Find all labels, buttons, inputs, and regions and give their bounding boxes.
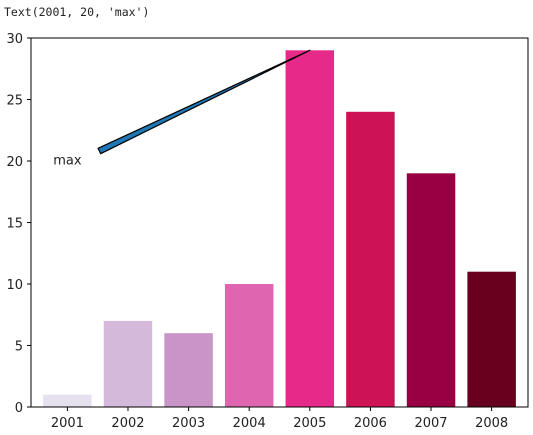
- bar-2007: [406, 173, 456, 407]
- y-tick-label-15: 15: [6, 217, 23, 232]
- y-tick-label-5: 5: [15, 340, 23, 355]
- output-repr-text: Text(2001, 20, 'max'): [4, 5, 150, 19]
- annotation-arrow: [97, 49, 311, 155]
- bar-2001: [43, 394, 92, 407]
- x-tick-label-2001: 2001: [51, 416, 84, 431]
- y-tick-label-10: 10: [6, 278, 23, 293]
- x-tick-label-2003: 2003: [172, 416, 205, 431]
- annotation-group: max: [53, 49, 311, 169]
- bar-2008: [467, 271, 516, 407]
- x-tick-label-2005: 2005: [293, 416, 326, 431]
- bar-2006: [346, 111, 395, 408]
- annotation-text: max: [53, 154, 82, 169]
- x-tick-label-2007: 2007: [414, 416, 447, 431]
- y-tick-label-30: 30: [6, 32, 23, 47]
- x-axis: 2001 2002 2003 2004 2005 2006 2007 2008: [51, 407, 508, 431]
- y-axis: 0 5 10 15 20 25 30: [6, 32, 31, 416]
- x-tick-label-2004: 2004: [233, 416, 266, 431]
- y-tick-label-25: 25: [6, 94, 23, 109]
- bars-group: [43, 50, 516, 408]
- bar-2002: [103, 320, 153, 407]
- x-tick-label-2006: 2006: [354, 416, 387, 431]
- x-tick-label-2002: 2002: [111, 416, 144, 431]
- bar-2004: [224, 284, 274, 407]
- bar-2005: [285, 50, 335, 408]
- x-tick-label-2008: 2008: [475, 416, 508, 431]
- bar-2003: [164, 333, 213, 407]
- y-tick-label-0: 0: [15, 401, 23, 416]
- y-tick-label-20: 20: [6, 155, 23, 170]
